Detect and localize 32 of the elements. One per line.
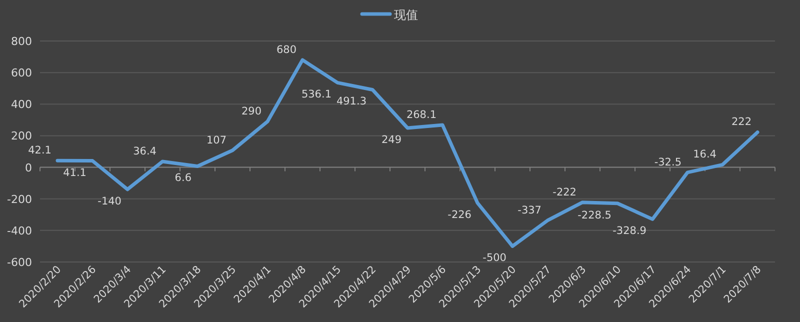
data-label: 36.4 [133, 146, 157, 158]
legend: 现值 [360, 8, 418, 22]
y-tick-label: 800 [11, 35, 32, 48]
data-label: -328.9 [612, 225, 646, 238]
data-label: 249 [381, 134, 402, 146]
data-label: -226 [448, 208, 472, 221]
y-tick-label: 0 [25, 161, 32, 174]
legend-label: 现值 [394, 8, 418, 22]
data-label: 268.1 [406, 108, 436, 121]
data-label: -228.5 [578, 209, 612, 222]
data-label: 107 [206, 134, 226, 146]
data-label: -500 [482, 252, 506, 264]
y-tick-label: -200 [7, 192, 32, 206]
y-tick-label: 200 [11, 130, 32, 143]
y-tick-label: 600 [11, 66, 32, 80]
data-label: 16.4 [693, 148, 717, 161]
data-label: 6.6 [174, 172, 192, 184]
data-label: 491.3 [336, 96, 366, 108]
data-label: 42.1 [28, 144, 52, 157]
data-label: 41.1 [63, 166, 86, 179]
line-series [56, 58, 760, 248]
y-tick-label: 400 [11, 98, 32, 112]
data-label: 536.1 [301, 88, 332, 101]
y-tick-label: -600 [7, 256, 32, 269]
y-tick-label: -400 [7, 224, 32, 238]
data-label: 222 [731, 116, 752, 128]
data-label: -32.5 [654, 156, 682, 168]
data-label: -140 [98, 195, 122, 208]
data-label: -222 [552, 186, 576, 198]
data-label: 680 [276, 44, 296, 56]
data-label: -337 [518, 204, 542, 216]
data-label: 290 [241, 106, 262, 118]
